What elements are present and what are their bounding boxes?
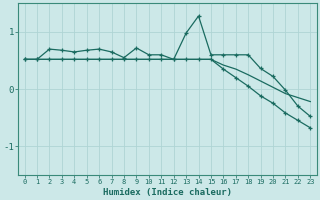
X-axis label: Humidex (Indice chaleur): Humidex (Indice chaleur) (103, 188, 232, 197)
